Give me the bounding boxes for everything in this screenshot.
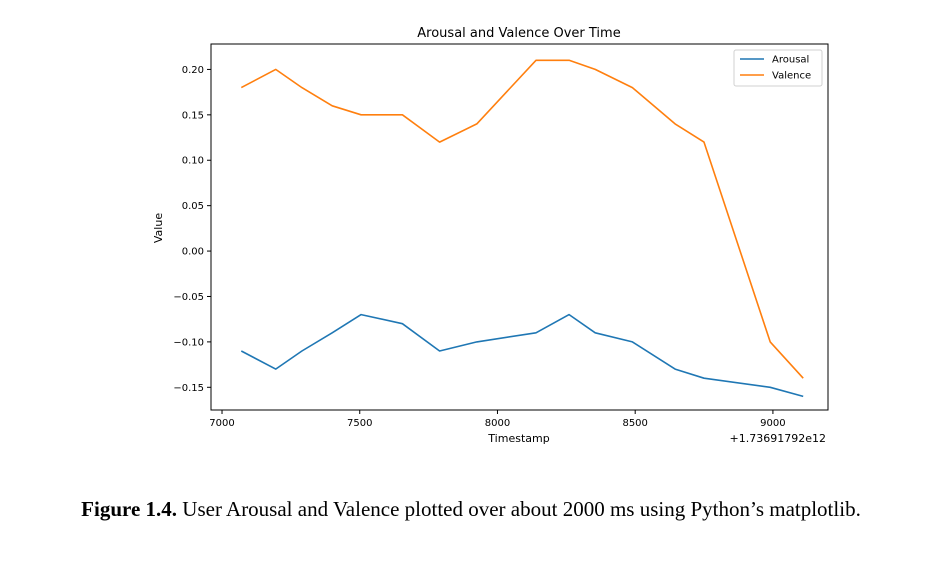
axes-frame — [210, 43, 829, 411]
x-offset-label: +1.73691792e12 — [730, 432, 826, 445]
y-axis-label: Value — [152, 213, 165, 243]
y-tick-label: −0.10 — [173, 337, 204, 348]
y-tick-label: 0.15 — [182, 110, 204, 121]
y-tick-label: −0.05 — [173, 292, 204, 303]
y-tick-label: 0.00 — [182, 247, 204, 258]
legend-label: Valence — [772, 71, 811, 82]
caption-text: User Arousal and Valence plotted over ab… — [177, 497, 861, 521]
plot-area — [240, 59, 804, 398]
caption-label: Figure 1.4. — [81, 497, 178, 521]
series-line-valence — [240, 59, 804, 379]
legend-label: Arousal — [772, 55, 809, 66]
y-tick-label: 0.10 — [182, 156, 204, 167]
x-tick-label: 9000 — [760, 418, 785, 429]
x-axis: 7000 7500 8000 8500 9000 — [209, 410, 786, 429]
legend: Arousal Valence — [733, 49, 823, 87]
x-tick-label: 7000 — [209, 418, 234, 429]
y-tick-label: 0.05 — [182, 201, 204, 212]
figure-caption: Figure 1.4. User Arousal and Valence plo… — [0, 497, 942, 522]
x-tick-label: 7500 — [347, 418, 372, 429]
y-tick-label: 0.20 — [182, 65, 204, 76]
chart: Arousal and Valence Over Time 7000 7500 80… — [152, 26, 829, 445]
series-line-arousal — [240, 313, 804, 398]
chart-title: Arousal and Valence Over Time — [417, 26, 620, 41]
x-tick-label: 8500 — [622, 418, 647, 429]
x-axis-label: Timestamp — [487, 432, 549, 445]
y-tick-label: −0.15 — [173, 383, 204, 394]
y-axis: −0.15 −0.10 −0.05 0.00 0.05 0.10 0.15 0.20 — [173, 65, 211, 394]
x-tick-label: 8000 — [485, 418, 510, 429]
